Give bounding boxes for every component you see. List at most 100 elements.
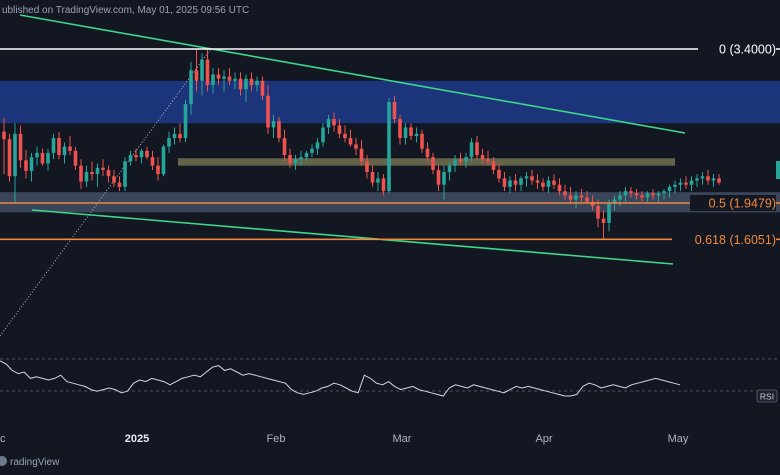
trendline-upper	[19, 14, 686, 134]
candle-body	[524, 176, 529, 179]
candle-body	[57, 138, 61, 156]
candle-body	[277, 121, 281, 139]
candle-body	[673, 184, 677, 187]
candle-body	[579, 195, 584, 198]
candle-body	[645, 193, 650, 198]
footer-bar	[0, 453, 780, 470]
candle-body	[183, 104, 188, 139]
candle-body	[469, 142, 474, 158]
fib-label-bg	[672, 231, 776, 248]
candle-body	[403, 127, 408, 139]
candle-body	[24, 160, 28, 171]
candle-body	[194, 70, 199, 81]
x-tick-label: Feb	[267, 433, 286, 445]
candle-body	[398, 118, 402, 139]
candle-body	[513, 180, 518, 185]
candle-body	[288, 155, 292, 164]
candle-body	[585, 197, 589, 202]
x-tick-label: Apr	[535, 433, 552, 445]
candle-body	[227, 76, 232, 81]
candle-body	[480, 155, 485, 160]
candle-body	[233, 78, 237, 81]
candle-body	[134, 155, 138, 158]
candle-body	[546, 180, 551, 187]
candle-body	[128, 155, 133, 162]
candle-body	[453, 159, 457, 166]
candle-body	[629, 191, 633, 194]
tradingview-brand: radingView	[0, 456, 60, 468]
candle-body	[40, 152, 45, 164]
candle-body	[62, 146, 67, 156]
candle-body	[172, 133, 177, 139]
candle-body	[299, 157, 303, 160]
candle-body	[651, 193, 655, 196]
candle-body	[73, 150, 78, 166]
candle-body	[370, 172, 375, 183]
candle-body	[150, 157, 155, 166]
candle-body	[535, 180, 540, 183]
candle-body	[156, 165, 160, 175]
trendline-lower	[31, 209, 674, 265]
candle-body	[596, 205, 600, 219]
candle-body	[491, 161, 496, 170]
candle-body	[475, 142, 479, 156]
candle-body	[354, 144, 358, 149]
candle-body	[46, 152, 50, 164]
candle-body	[420, 133, 424, 149]
candle-body	[79, 165, 83, 182]
candle-body	[706, 176, 710, 181]
candle-body	[315, 142, 320, 149]
candle-body	[458, 159, 463, 162]
candle-body	[293, 159, 298, 164]
candle-body	[414, 133, 419, 136]
candle-body	[541, 182, 545, 187]
candle-body	[101, 167, 105, 170]
candle-body	[392, 102, 397, 119]
candle-body	[607, 203, 611, 223]
candle-body	[337, 125, 342, 134]
candle-body	[266, 95, 270, 128]
rsi-line	[0, 360, 681, 397]
candle-body	[249, 78, 254, 86]
candle-body	[2, 131, 6, 140]
candle-body	[238, 78, 243, 90]
candle-body	[667, 186, 672, 192]
candle-body	[139, 150, 144, 158]
candle-body	[552, 180, 556, 185]
fib-label-bg	[698, 41, 776, 57]
candle-body	[304, 152, 309, 158]
candle-body	[612, 199, 617, 204]
candle-body	[216, 74, 221, 79]
fib-label-0: 0 (3.4000)	[719, 43, 776, 57]
candle-body	[145, 150, 149, 158]
candle-body	[35, 152, 39, 158]
candle-body	[557, 184, 562, 192]
fib-anchor-dotted	[0, 49, 211, 337]
candle-body	[387, 102, 391, 192]
candle-body	[590, 201, 595, 206]
candle-body	[112, 176, 116, 183]
candle-body	[161, 146, 166, 175]
candle-body	[508, 180, 512, 187]
published-note: ublished on TradingView.com, May 01, 202…	[2, 5, 249, 16]
candle-body	[123, 161, 127, 187]
candle-body	[574, 195, 578, 200]
candle-body	[189, 70, 193, 105]
rsi-tag-label: RSI	[760, 392, 774, 402]
candle-body	[502, 178, 507, 187]
candle-body	[282, 138, 287, 156]
candle-body	[634, 193, 639, 196]
candle-body	[447, 165, 452, 173]
candle-body	[95, 167, 100, 175]
x-tick-label: Mar	[393, 433, 412, 445]
candle-body	[200, 59, 204, 81]
candle-body	[563, 191, 567, 196]
candle-body	[656, 193, 661, 196]
candle-body	[431, 157, 435, 170]
zone-resistance	[178, 158, 675, 166]
brand-label: radingView	[10, 457, 60, 468]
candle-body	[601, 218, 606, 223]
candle-body	[244, 78, 248, 90]
candle-body	[464, 157, 468, 162]
candle-body	[321, 127, 325, 143]
